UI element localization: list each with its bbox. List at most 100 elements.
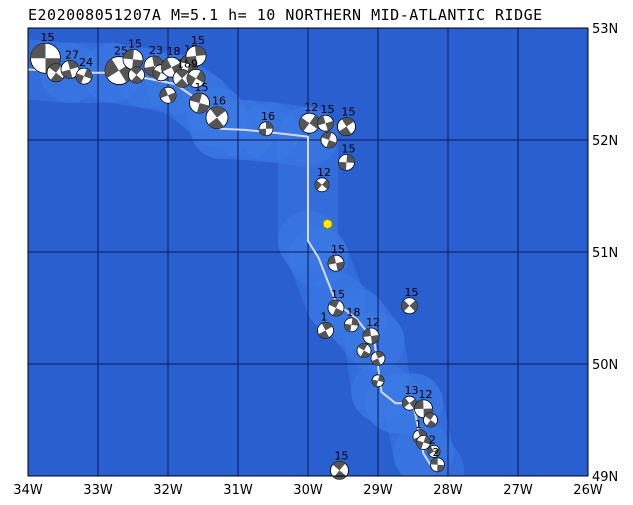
- beachball-quadrant: [194, 46, 206, 56]
- beachball-quadrant: [265, 121, 273, 129]
- mechanism-label: 16: [261, 110, 275, 123]
- longitude-label: 31W: [223, 483, 253, 498]
- mechanism-label: 24: [79, 56, 93, 69]
- beachball-quadrant: [428, 446, 434, 455]
- focal-mechanism: 15: [327, 288, 345, 317]
- beachball-quadrant: [210, 106, 226, 118]
- focal-mechanism: 15: [401, 286, 419, 315]
- focal-mechanism: 15: [338, 142, 356, 171]
- focal-mechanism: 12: [314, 166, 331, 193]
- beachball-quadrant: [414, 399, 424, 410]
- beachball-quadrant: [378, 374, 384, 383]
- focal-mechanism: 1: [317, 310, 334, 339]
- focal-mechanism: [371, 374, 385, 388]
- beachball-quadrant: [338, 126, 352, 136]
- focal-mechanism: 18: [172, 57, 192, 88]
- mechanism-label: 15: [321, 103, 335, 116]
- focal-mechanism: 13: [402, 384, 419, 411]
- beachball-quadrant: [402, 397, 410, 408]
- beachball-quadrant: [423, 435, 431, 445]
- beachball-quadrant: [152, 56, 164, 67]
- beachball-quadrant: [328, 255, 336, 265]
- beachball-quadrant: [196, 103, 210, 114]
- latitude-label: 52N: [592, 134, 618, 149]
- beachball-quadrant: [426, 420, 437, 428]
- focal-mechanism: 16: [205, 95, 229, 129]
- longitude-label: 30W: [293, 483, 323, 498]
- beachball-quadrant: [208, 117, 224, 129]
- beachball-quadrant: [168, 92, 176, 103]
- focal-mechanism: 27: [60, 48, 80, 79]
- mechanism-label: 16: [212, 95, 226, 108]
- beachball-quadrant: [401, 300, 410, 312]
- focal-mechanism: 15: [337, 106, 356, 136]
- focal-mechanism: [159, 86, 177, 104]
- beachball-quadrant: [123, 49, 134, 60]
- focal-mechanism: [320, 131, 338, 149]
- focal-mechanism: 15: [185, 34, 207, 67]
- beachball-quadrant: [363, 328, 371, 337]
- longitude-label: 33W: [83, 483, 113, 498]
- beachball-quadrant: [315, 180, 322, 191]
- longitude-label: 32W: [153, 483, 183, 498]
- mechanism-label: 15: [331, 288, 345, 301]
- beachball-quadrant: [346, 154, 355, 163]
- mechanism-label: 1: [415, 418, 422, 431]
- beachball-quadrant: [175, 78, 189, 88]
- beachball-quadrant: [175, 69, 189, 79]
- beachball-quadrant: [161, 58, 172, 72]
- mechanism-label: 13: [405, 384, 419, 397]
- beachball-quadrant: [309, 115, 320, 130]
- focal-mechanism: [370, 350, 386, 366]
- beachball-quadrant: [424, 413, 435, 420]
- beachball-quadrant: [130, 67, 142, 76]
- beachball-quadrant: [417, 429, 427, 437]
- beachball-quadrant: [131, 75, 143, 84]
- beachball-quadrant: [196, 70, 205, 84]
- beachball-quadrant: [437, 464, 445, 472]
- focal-mechanism: 2: [430, 446, 445, 473]
- longitude-label: 28W: [433, 483, 463, 498]
- mechanism-label: 2: [429, 433, 436, 446]
- beachball-quadrant: [341, 117, 355, 127]
- mechanism-label: 12: [304, 101, 318, 114]
- beachball-quadrant: [333, 470, 347, 480]
- beachball-quadrant: [322, 179, 329, 190]
- beachball-quadrant: [160, 87, 168, 99]
- mechanism-label: 1: [321, 310, 328, 323]
- focal-mechanisms: 1527242515231815181591516161215151512151…: [30, 31, 445, 480]
- longitude-labels: 34W 33W 32W 31W 30W 29W 28W 27W 26W: [13, 483, 603, 498]
- beachball-quadrant: [76, 73, 84, 84]
- latitude-labels: 53N 52N 51N 50N 49N: [592, 22, 618, 485]
- mechanism-label: 15: [41, 31, 55, 44]
- beachball-quadrant: [318, 330, 330, 339]
- beachball-quadrant: [332, 308, 344, 316]
- focal-mechanism: 24: [75, 56, 93, 85]
- mechanism-label: 15: [128, 37, 142, 50]
- beachball-quadrant: [186, 56, 198, 67]
- focal-mechanism: [46, 63, 66, 83]
- map-frame: [27, 27, 589, 477]
- beachball-quadrant: [325, 120, 334, 131]
- mechanism-label: 15: [342, 142, 356, 155]
- focal-mechanism: 9: [186, 57, 206, 88]
- beachball-quadrant: [351, 317, 359, 326]
- beachball-quadrant: [416, 440, 424, 450]
- mechanism-label: 12: [317, 166, 331, 179]
- focal-mechanism: [356, 343, 372, 358]
- longitude-label: 29W: [363, 483, 393, 498]
- epicenter-marker: [322, 218, 333, 230]
- beachball-quadrant: [332, 461, 346, 471]
- beachball-quadrant: [321, 322, 333, 331]
- map-title: E202008051207A M=5.1 h= 10 NORTHERN MID-…: [28, 6, 543, 24]
- focal-mechanism: 15: [189, 81, 210, 114]
- focal-mechanism: 2: [427, 433, 441, 458]
- beachball-quadrant: [371, 335, 379, 344]
- beachball-quadrant: [357, 343, 368, 351]
- beachball-quadrant: [84, 68, 92, 80]
- beachball-quadrant: [30, 43, 46, 59]
- focal-mechanism: 18: [343, 306, 360, 333]
- mechanism-label: 18: [346, 306, 360, 319]
- longitude-label: 26W: [573, 483, 603, 498]
